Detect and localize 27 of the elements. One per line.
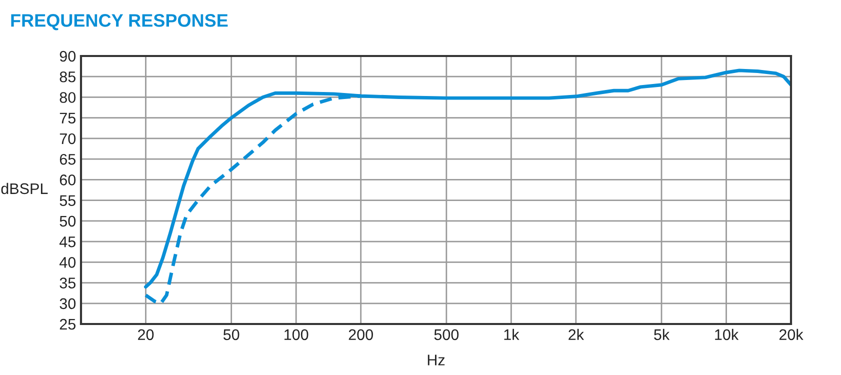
y-axis-title: dBSPL [1,182,48,194]
y-tick-label: 80 [60,92,76,103]
x-tick-label: 50 [223,329,240,340]
y-tick-label: 75 [60,112,76,124]
x-tick-label: 20k [779,328,804,340]
x-tick-label: 200 [348,329,373,340]
chart-title: FREQUENCY RESPONSE [11,14,228,30]
y-tick-label: 60 [60,174,76,186]
y-tick-label: 25 [60,318,76,330]
y-tick-label: 55 [60,195,76,206]
x-tick-label: 2k [568,328,584,340]
x-tick-label: 100 [284,329,308,340]
y-tick-label: 65 [60,154,76,165]
y-tick-label: 35 [60,278,76,288]
x-tick-label: 20 [138,329,154,340]
x-tick-label: 500 [434,329,459,340]
x-axis-title: Hz [428,354,445,366]
y-tick-label: 85 [60,71,76,82]
y-tick-label: 45 [60,236,76,248]
y-tick-label: 40 [60,257,76,268]
y-tick-label: 50 [60,216,76,227]
y-tick-label: 90 [60,50,76,62]
x-tick-label: 5k [654,328,670,340]
y-tick-label: 70 [60,133,76,144]
y-tick-label: 30 [60,298,76,310]
x-tick-label: 1k [504,328,520,340]
x-tick-label: 10k [715,328,739,340]
